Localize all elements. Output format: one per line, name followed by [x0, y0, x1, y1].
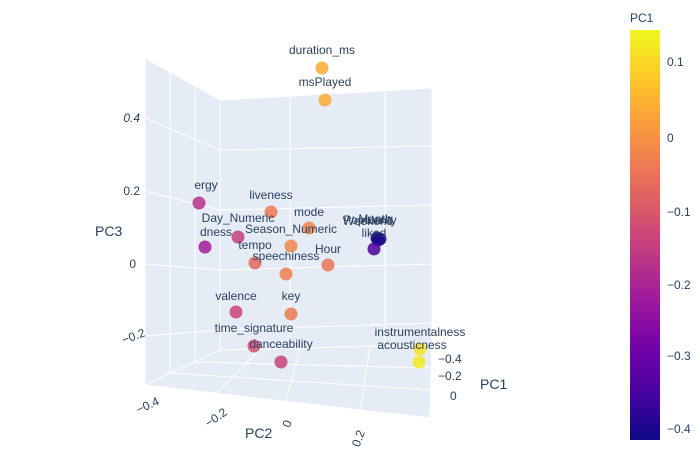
colorbar: PC1 0.1 0 −0.1 −0.2 −0.3 −0.4 — [630, 11, 691, 440]
data-point — [279, 267, 293, 281]
pc3-tick: −0.2 — [120, 326, 147, 347]
data-point-label: ergy — [194, 178, 217, 192]
data-point-label: mode — [294, 205, 324, 219]
data-point — [318, 93, 332, 107]
grid-line — [144, 190, 221, 211]
data-point-label: msPlayed — [299, 75, 352, 89]
grid-line — [169, 372, 431, 391]
grid-line — [194, 361, 432, 369]
pc2-tick: 0 — [279, 418, 295, 429]
grid-line — [359, 345, 371, 414]
colorbar-tick: 0.1 — [667, 55, 684, 69]
grid-line — [219, 322, 433, 331]
data-point-label: time_signature — [215, 321, 294, 335]
axes-text: 0.4 0.2 0 −0.2 PC3 −0.4 −0.2 0 0.2 PC2 −… — [95, 111, 507, 449]
data-point — [302, 221, 316, 235]
data-point-label: tempo — [238, 238, 272, 252]
data-point — [413, 342, 427, 356]
pc2-tick: −0.4 — [134, 394, 162, 417]
data-point — [198, 240, 212, 254]
grid-line — [284, 347, 301, 406]
colorbar-gradient — [630, 30, 660, 440]
data-point-label: instrumentalness — [375, 325, 466, 339]
pc1-tick: −0.4 — [438, 352, 462, 366]
colorbar-tick: −0.3 — [667, 349, 691, 363]
pc1-tick: −0.2 — [438, 369, 462, 383]
data-point-label: danceability — [249, 337, 312, 351]
colorbar-title: PC1 — [630, 11, 654, 25]
grid-line — [144, 263, 221, 271]
data-point-label: dness — [200, 225, 232, 239]
data-point — [264, 205, 278, 219]
pc2-tick: 0.2 — [349, 428, 368, 449]
data-point — [315, 61, 329, 75]
colorbar-tick: −0.1 — [667, 205, 691, 219]
data-point — [248, 256, 262, 270]
data-point — [284, 239, 298, 253]
pc2-tick: −0.2 — [202, 405, 230, 430]
data-point-label: Hour — [315, 242, 341, 256]
data-point — [247, 339, 261, 353]
pc2-axis-title: PC2 — [245, 425, 272, 441]
data-point — [274, 355, 288, 369]
grid-line — [219, 204, 433, 211]
data-point — [412, 355, 426, 369]
data-point-label: valence — [215, 289, 257, 303]
data-point — [192, 196, 206, 210]
pc1-tick: 0 — [450, 389, 457, 403]
data-point-label: Day_Numeric — [202, 211, 275, 225]
data-point-label: Month — [358, 212, 391, 226]
colorbar-tick: −0.2 — [667, 278, 691, 292]
grid-line — [214, 348, 261, 396]
data-point-label: speechiness — [253, 249, 320, 263]
pc3-tick: 0.4 — [123, 111, 140, 125]
pc3-tick: 0.2 — [123, 184, 140, 198]
data-point — [229, 305, 243, 319]
pc3-tick: 0 — [129, 257, 136, 271]
data-point — [231, 230, 245, 244]
grid-line — [144, 117, 221, 151]
data-point-label: duration_ms — [289, 43, 355, 57]
data-point-label: liked — [362, 226, 387, 240]
data-point-label: Weekend — [343, 214, 393, 228]
data-point-label: Popularity — [343, 213, 396, 227]
data-point — [367, 242, 381, 256]
data-point — [321, 258, 335, 272]
grid-line — [144, 329, 221, 337]
data-point-label: Season_Numeric — [245, 222, 337, 236]
grid-line — [219, 145, 433, 151]
colorbar-tick: 0 — [667, 131, 674, 145]
data-point — [284, 307, 298, 321]
data-point-label: acousticness — [377, 338, 446, 352]
data-point-label: key — [282, 289, 301, 303]
pc3-axis-title: PC3 — [95, 223, 122, 239]
colorbar-tick: −0.4 — [667, 422, 691, 436]
scene-panes — [143, 57, 433, 419]
data-point-label: liveness — [249, 188, 292, 202]
pc1-axis-title: PC1 — [480, 376, 507, 392]
